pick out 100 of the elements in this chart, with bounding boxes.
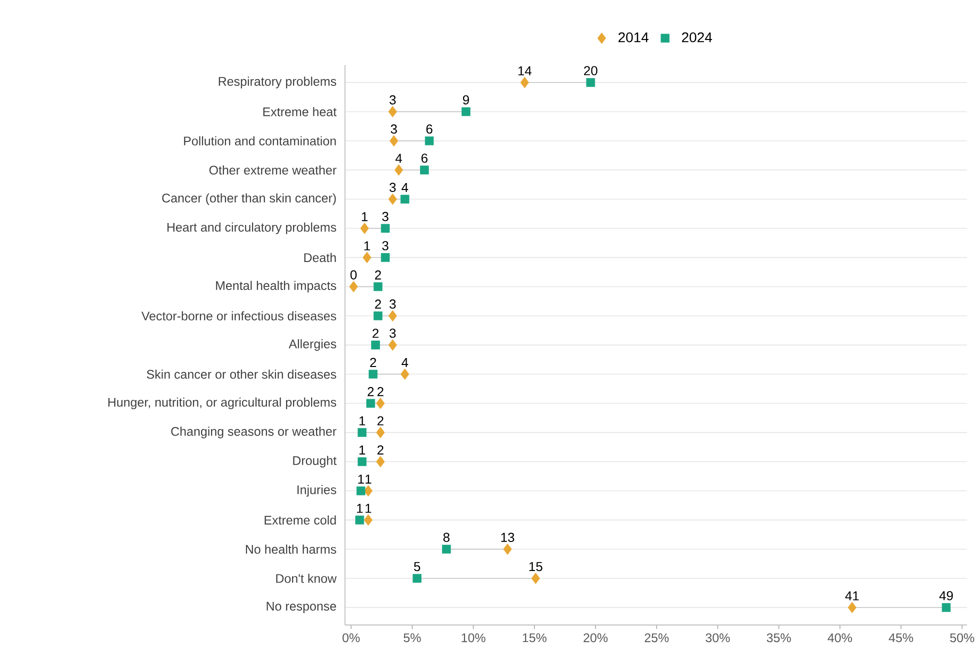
point: [400, 194, 410, 204]
x-tick-label: 5%: [404, 633, 421, 642]
data-label: 1: [362, 212, 368, 222]
y-tick-label: Changing seasons or weather: [171, 426, 336, 438]
point: [366, 398, 376, 408]
point: [376, 456, 385, 468]
point: [412, 574, 422, 583]
data-label: 1: [364, 241, 370, 250]
data-label: 3: [390, 95, 396, 104]
point: [848, 602, 856, 614]
point: [376, 398, 385, 410]
x-tick-label: 50%: [950, 633, 974, 642]
data-label: 3: [382, 241, 388, 250]
data-label: 2: [375, 300, 381, 309]
y-tick-label: Respiratory problems: [218, 76, 336, 88]
data-label: 1: [366, 504, 372, 513]
point: [355, 516, 364, 524]
point: [380, 253, 390, 262]
legend-label: 2024: [682, 32, 712, 42]
point: [349, 280, 358, 292]
point: [531, 572, 540, 584]
y-tick-label: Hunger, nutrition, or agricultural problems: [108, 398, 336, 410]
y-tick-label: Allergies: [288, 339, 336, 351]
x-tick-label: 0%: [342, 633, 360, 642]
data-label: 2: [377, 416, 384, 426]
data-label: 2: [377, 387, 384, 396]
data-label: 3: [382, 212, 388, 222]
legend-label: 2014: [618, 32, 649, 42]
point: [424, 136, 434, 146]
y-tick-label: Vector-borne or infectious diseases: [141, 311, 336, 320]
point: [380, 224, 390, 233]
point: [520, 76, 529, 88]
x-tick-label: 30%: [706, 633, 730, 642]
point: [388, 339, 397, 351]
y-tick-label: Extreme heat: [263, 107, 337, 116]
data-label: 6: [426, 124, 432, 134]
data-label: 0: [350, 270, 357, 280]
data-label: 1: [366, 474, 372, 484]
data-label: 2: [372, 328, 379, 338]
point: [420, 166, 429, 174]
y-tick-label: Mental health impacts: [216, 280, 336, 292]
point: [388, 310, 397, 322]
data-label: 5: [414, 562, 420, 572]
point: [376, 426, 385, 438]
y-tick-label: Death: [304, 252, 336, 262]
data-label: 1: [359, 416, 366, 426]
x-tick-label: 40%: [828, 633, 852, 642]
data-label: 9: [462, 95, 469, 104]
data-label: 8: [443, 532, 450, 542]
y-tick-label: Skin cancer or other skin diseases: [146, 370, 336, 379]
y-tick-label: Heart and circulatory problems: [167, 222, 336, 234]
y-tick-label: Don't know: [276, 574, 337, 583]
point: [390, 135, 398, 147]
data-label: 1: [358, 474, 364, 484]
point: [364, 485, 373, 497]
point: [371, 340, 380, 350]
data-label: 2: [375, 270, 381, 280]
point: [374, 311, 382, 320]
data-label: 2: [368, 387, 374, 396]
data-label: 4: [402, 183, 408, 192]
x-tick-label: 45%: [888, 633, 914, 642]
x-tick-label: 25%: [644, 633, 669, 642]
point: [362, 252, 372, 264]
data-label: 3: [390, 299, 396, 309]
point: [356, 486, 366, 496]
point: [388, 193, 397, 205]
data-label: 20: [584, 66, 598, 76]
data-label: 4: [395, 154, 402, 163]
point: [400, 368, 410, 380]
point: [394, 164, 404, 176]
x-tick-label: 10%: [462, 633, 486, 642]
data-label: 13: [501, 532, 514, 542]
point: [364, 514, 373, 526]
data-label: 14: [518, 66, 532, 76]
point: [442, 544, 451, 554]
y-tick-label: No health harms: [246, 544, 336, 554]
data-label: 3: [390, 124, 397, 134]
data-label: 1: [359, 446, 366, 454]
point: [360, 222, 369, 234]
y-tick-label: Pollution and contamination: [184, 136, 336, 146]
data-label: 15: [529, 562, 542, 572]
point: [358, 428, 366, 437]
data-label: 6: [421, 154, 428, 163]
y-tick-label: No response: [266, 602, 336, 614]
x-tick-label: 20%: [584, 633, 608, 642]
y-tick-label: Extreme cold: [264, 515, 336, 525]
y-tick-label: Other extreme weather: [209, 165, 336, 175]
data-label: 3: [390, 182, 396, 192]
x-tick-label: 15%: [522, 633, 546, 642]
data-label: 3: [390, 328, 396, 338]
data-label: 49: [939, 591, 953, 600]
point: [503, 543, 512, 555]
point: [462, 107, 470, 116]
point: [942, 603, 951, 612]
data-label: 1: [357, 504, 363, 513]
point: [586, 78, 596, 87]
data-label: 2: [370, 358, 376, 367]
y-tick-label: Injuries: [297, 485, 336, 497]
point: [374, 282, 382, 292]
point: [368, 370, 378, 379]
